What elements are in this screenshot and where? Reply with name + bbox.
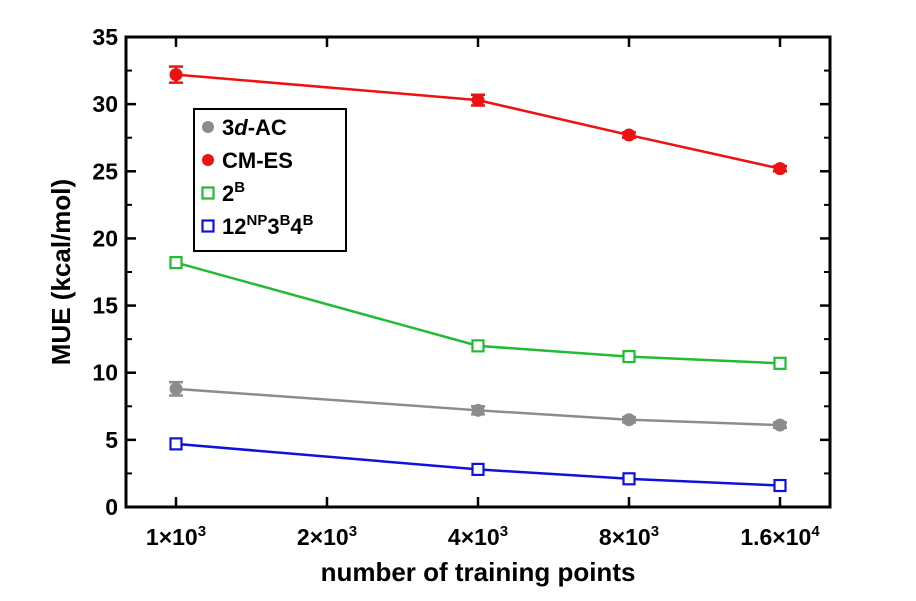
y-axis-title: MUE (kcal/mol) [46, 179, 76, 365]
y-tick-label: 0 [105, 494, 118, 520]
series-line [175, 442, 781, 487]
x-axis-title: number of training points [321, 557, 636, 587]
series-3d-AC [169, 380, 787, 432]
data-point [169, 437, 183, 451]
x-tick-label: 4×103 [448, 523, 508, 550]
data-point [471, 403, 485, 417]
series-12NP3B4B [169, 437, 787, 493]
legend-box [193, 108, 347, 252]
x-tick-label: 1.6×104 [740, 523, 820, 550]
data-point [169, 382, 183, 396]
legend-marker [202, 121, 214, 133]
legend-marker [202, 154, 214, 166]
plot-frame [124, 35, 832, 509]
axes-layer: 0 5 10 15 20 25 30 35 1×103 2×103 4×103 8×103 1.6×10… [92, 24, 832, 550]
x-tick-label: 2×103 [297, 523, 357, 550]
series-line [175, 73, 781, 170]
data-point [169, 256, 183, 270]
data-point [622, 128, 636, 142]
y-tick-label: 10 [92, 360, 118, 386]
legend: 3d-AC CM-ES 2B 12NP3B4B [193, 108, 347, 252]
y-tick-label: 20 [92, 225, 118, 251]
x-tick-label: 8×103 [599, 523, 659, 550]
y-tick-label: 35 [92, 24, 118, 50]
data-point [773, 418, 787, 432]
data-point [773, 478, 787, 493]
legend-label: CM-ES [222, 148, 293, 173]
data-point [471, 93, 485, 107]
y-tick-label: 5 [105, 427, 118, 453]
data-point [471, 462, 485, 476]
y-tick-label: 30 [92, 91, 118, 117]
legend-label: 3d-AC [222, 115, 287, 140]
data-point [471, 339, 485, 353]
data-point [169, 68, 183, 82]
series-2B [169, 256, 787, 370]
legend-marker [201, 186, 215, 200]
plot-layer [169, 65, 787, 493]
legend-label: 2B [222, 179, 245, 206]
series-line [175, 261, 781, 365]
y-tick-label: 25 [92, 158, 118, 184]
series-CM-ES [169, 65, 787, 176]
data-point [622, 413, 636, 427]
data-point [622, 350, 636, 364]
x-tick-label: 1×103 [146, 523, 206, 550]
y-tick-label: 15 [92, 293, 118, 319]
legend-label: 12NP3B4B [222, 212, 314, 239]
legend-marker [201, 219, 215, 233]
data-point [773, 162, 787, 176]
series-line [175, 387, 781, 427]
data-point [622, 472, 636, 486]
data-point [773, 356, 787, 370]
